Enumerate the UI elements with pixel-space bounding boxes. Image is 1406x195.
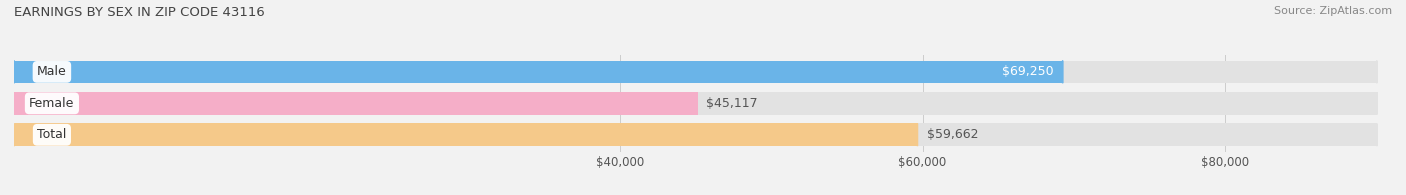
Text: Male: Male	[37, 65, 67, 78]
Text: $59,662: $59,662	[927, 128, 979, 141]
Bar	[14, 61, 1063, 83]
Text: Source: ZipAtlas.com: Source: ZipAtlas.com	[1274, 6, 1392, 16]
Text: $69,250: $69,250	[1002, 65, 1053, 78]
Bar	[14, 92, 1376, 115]
Text: $45,117: $45,117	[706, 97, 758, 110]
Text: Female: Female	[30, 97, 75, 110]
Text: Total: Total	[37, 128, 66, 141]
Bar	[14, 123, 1376, 146]
Bar	[14, 92, 697, 115]
Bar	[14, 123, 918, 146]
Bar	[14, 61, 1376, 83]
Text: EARNINGS BY SEX IN ZIP CODE 43116: EARNINGS BY SEX IN ZIP CODE 43116	[14, 6, 264, 19]
